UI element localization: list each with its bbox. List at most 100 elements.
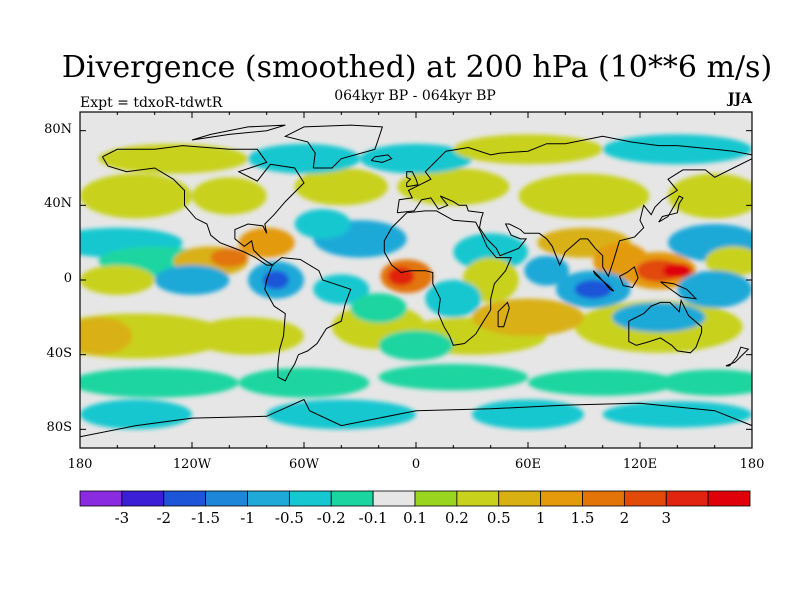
colorbar-label: -1.5 — [191, 509, 221, 527]
colorbar-label: 3 — [661, 509, 672, 527]
colorbar-swatch — [288, 490, 332, 507]
colorbar-swatch — [623, 490, 667, 507]
colorbar-swatch — [121, 490, 165, 507]
lon-tick-label: 60W — [289, 457, 319, 472]
divergence-contour-blob — [472, 399, 584, 430]
lon-tick-label: 120W — [172, 457, 212, 472]
colorbar-swatch — [540, 490, 583, 507]
colorbar-swatch — [372, 490, 416, 507]
divergence-contour-blob — [262, 270, 290, 290]
divergence-contour-blob — [453, 134, 603, 165]
divergence-contour-blob — [154, 265, 230, 295]
map-subtitle: 064kyr BP - 064kyr BP — [334, 88, 496, 104]
coastline-indonesia-borneo — [619, 266, 639, 289]
colorbar-swatch — [456, 490, 500, 507]
coastline-madagascar — [497, 301, 510, 328]
colorbar-label: -0.2 — [316, 509, 346, 527]
divergence-contour-blob — [80, 173, 192, 219]
coastlines — [80, 124, 752, 438]
divergence-contour-blob — [677, 270, 752, 308]
colorbar-label: -0.5 — [274, 509, 304, 527]
divergence-contour-blob — [294, 168, 388, 206]
colorbar-label: -3 — [114, 509, 130, 527]
lon-tick-label: 60E — [514, 457, 542, 472]
divergence-contour-blob — [98, 143, 248, 174]
divergence-contour-blob — [574, 280, 612, 299]
divergence-contour-blob — [662, 263, 693, 279]
divergence-contour-blob — [397, 168, 510, 206]
colorbar-swatch — [247, 490, 290, 507]
divergence-contour-blob — [658, 369, 752, 396]
coastline-new-guinea — [660, 281, 698, 300]
divergence-contour-blob — [266, 399, 416, 430]
divergence-contour-blob — [528, 369, 678, 396]
colorbar-swatch — [163, 490, 207, 507]
colorbar-label: -0.1 — [358, 509, 388, 527]
colorbar-label: -1 — [240, 509, 255, 527]
divergence-contour-blob — [192, 177, 267, 215]
colorbar-swatch — [707, 490, 751, 507]
divergence-contour-blob — [248, 143, 360, 174]
lon-tick-label: 120E — [622, 457, 658, 472]
map-ticks — [79, 112, 753, 448]
divergence-contour-blob — [80, 265, 155, 295]
colorbar-label: -2 — [156, 509, 172, 527]
coastline-iceland — [370, 154, 393, 163]
colorbar-swatch — [79, 490, 123, 507]
colorbar-swatch — [205, 490, 248, 507]
divergence-contour-blob — [80, 367, 239, 398]
divergence-contour-blob — [612, 302, 706, 333]
divergence-contour-blob — [705, 246, 752, 277]
divergence-contour-blob — [80, 317, 133, 355]
divergence-contour-blob — [524, 255, 570, 286]
lon-tick-label: 180 — [67, 457, 93, 472]
colorbar-swatch — [498, 490, 542, 507]
coastline-japan — [658, 195, 684, 223]
colorbar-label: 0.2 — [444, 509, 469, 527]
lat-tick-label: 80S — [46, 420, 72, 436]
colorbar-label: 1.5 — [570, 509, 595, 527]
colorbar — [79, 490, 751, 507]
coastline-indonesia-sumatra — [592, 270, 615, 292]
divergence-contour-blob — [294, 209, 351, 239]
colorbar-label: 2 — [619, 509, 630, 527]
coastline-africa — [383, 210, 512, 346]
divergence-contour-blob — [378, 364, 528, 391]
colorbar-swatch — [330, 490, 374, 507]
divergence-contour-blob — [518, 173, 650, 219]
divergence-contour-blob — [472, 298, 584, 336]
coastline-eurasia — [396, 135, 752, 278]
coastline-antarctica — [80, 398, 752, 438]
divergence-contour-blob — [360, 143, 472, 174]
lat-tick-label: 0 — [63, 271, 72, 286]
lat-tick-label: 80N — [44, 121, 72, 137]
divergence-contour-blob — [602, 134, 752, 165]
map-title: Divergence (smoothed) at 200 hPa (10**6 … — [61, 50, 773, 85]
divergence-contour-blob — [238, 367, 370, 398]
colorbar-label: 0.5 — [486, 509, 511, 527]
colorbar-label: 1 — [535, 509, 546, 527]
season-label: JJA — [727, 91, 752, 107]
colorbar-swatch — [582, 490, 625, 507]
lon-tick-label: 0 — [411, 457, 421, 472]
experiment-label: Expt = tdxoR-tdwtR — [80, 95, 223, 111]
divergence-contour-blob — [238, 227, 295, 258]
colorbar-swatch — [665, 490, 709, 507]
lon-tick-label: 180 — [739, 457, 765, 472]
divergence-contour-blob — [602, 401, 752, 428]
colorbar-label: 0.1 — [403, 509, 427, 527]
divergence-contour-blob — [668, 173, 752, 219]
coastline-uk — [406, 171, 419, 188]
divergence-contour-blob — [210, 248, 248, 267]
coastline-new-zealand — [725, 346, 750, 367]
divergence-contour-blob — [350, 293, 407, 323]
coastline-south-america — [264, 257, 352, 382]
divergence-contour-blob — [388, 267, 415, 286]
coastline-north-america — [101, 145, 305, 266]
divergence-field — [80, 134, 752, 430]
colorbar-swatch — [414, 490, 458, 507]
lat-tick-label: 40N — [44, 196, 72, 212]
lat-tick-label: 40S — [46, 345, 72, 361]
divergence-contour-blob — [378, 330, 454, 361]
